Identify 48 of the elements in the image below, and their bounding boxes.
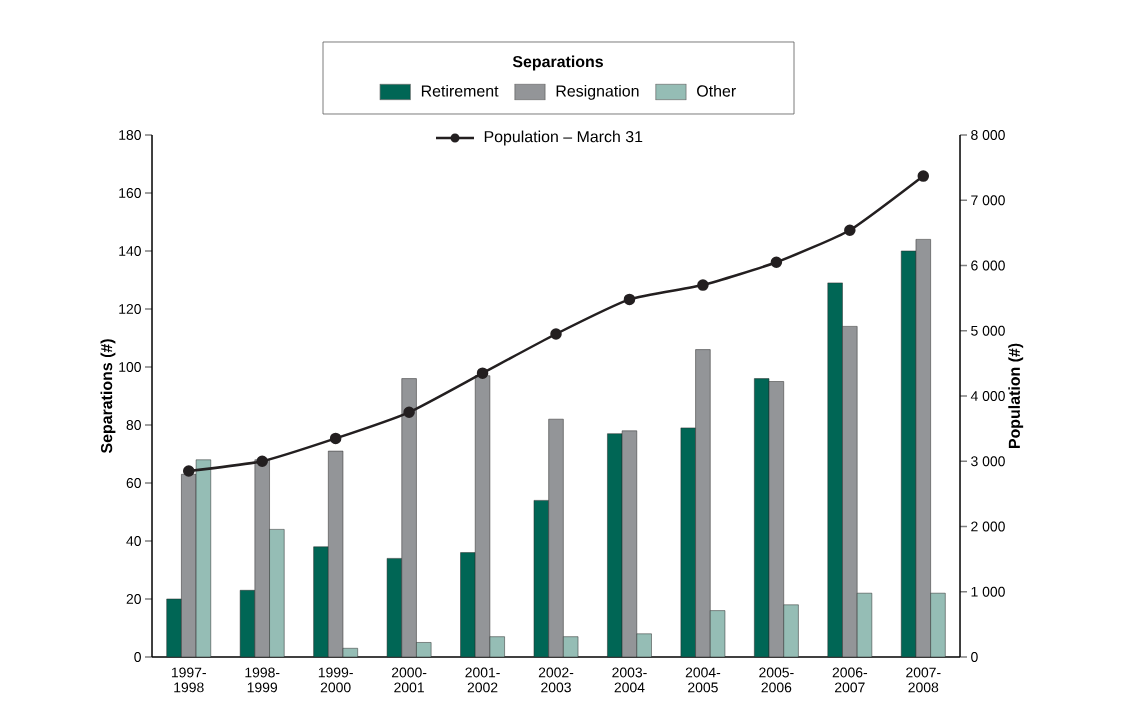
point xyxy=(770,256,783,268)
point xyxy=(182,465,195,477)
x-tick-label: 2002-2003 xyxy=(538,667,574,693)
legend-label: Population – March 31 xyxy=(484,130,643,146)
y-tick-label: 120 xyxy=(119,304,141,314)
y2-tick-label: 8 000 xyxy=(971,130,1005,140)
point xyxy=(403,406,415,419)
x-tick-label: 2003-2004 xyxy=(612,667,647,693)
point xyxy=(550,328,562,340)
legend-label: Other xyxy=(697,84,736,97)
y2-tick-label: 0 xyxy=(971,652,978,662)
point xyxy=(697,279,709,291)
x-tick-label: 1997-1998 xyxy=(171,667,206,693)
x-tick-label: 1999-2000 xyxy=(318,667,353,693)
legend-title: Separations xyxy=(512,55,603,71)
y2-axis-title: Population (#) xyxy=(1008,343,1024,449)
legend-label: Retirement xyxy=(421,84,499,97)
y-tick-label: 0 xyxy=(134,652,141,662)
point xyxy=(917,170,930,182)
point xyxy=(623,293,636,306)
y-tick-label: 100 xyxy=(119,362,141,372)
y2-tick-label: 4 000 xyxy=(970,391,1005,401)
x-tick-label: 2005-2006 xyxy=(759,667,794,693)
y-tick-label: 180 xyxy=(119,130,141,140)
x-tick-label: 2006-2007 xyxy=(832,667,868,693)
x-tick-label: 1998-1999 xyxy=(245,667,280,693)
y2-tick-label: 1 000 xyxy=(971,586,1005,597)
x-tick-label: 2001-2002 xyxy=(465,667,500,693)
y-tick-label: 160 xyxy=(119,188,141,198)
y-tick-label: 140 xyxy=(119,246,141,256)
y-tick-label: 80 xyxy=(126,420,141,430)
point xyxy=(329,432,342,445)
y-axis-title: Separations (#) xyxy=(100,339,116,454)
point xyxy=(476,367,489,379)
y-tick-label: 60 xyxy=(126,478,141,488)
legend-label: Resignation xyxy=(556,84,639,100)
x-tick-label: 2007-2008 xyxy=(906,667,941,693)
y2-tick-label: 3 000 xyxy=(971,456,1005,467)
y2-tick-label: 5 000 xyxy=(971,325,1005,336)
x-tick-label: 2000-2001 xyxy=(391,667,427,693)
y-tick-label: 40 xyxy=(126,536,141,546)
point xyxy=(256,455,268,467)
y2-tick-label: 7 000 xyxy=(971,195,1005,206)
y2-tick-label: 6 000 xyxy=(971,260,1005,271)
x-tick-label: 2004-2005 xyxy=(685,667,721,693)
point xyxy=(844,224,856,236)
y-tick-label: 20 xyxy=(126,594,141,604)
y2-tick-label: 2 000 xyxy=(971,521,1005,532)
